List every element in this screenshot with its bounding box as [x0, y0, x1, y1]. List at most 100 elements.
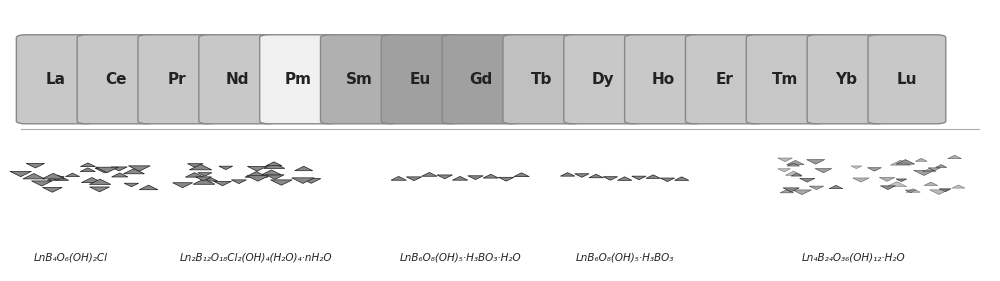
Polygon shape	[923, 168, 936, 172]
Text: La: La	[45, 72, 65, 87]
Polygon shape	[829, 185, 843, 189]
Text: Ln₄B₂₄O₃₆(OH)₁₂·H₂O: Ln₄B₂₄O₃₆(OH)₁₂·H₂O	[802, 253, 906, 263]
Text: Yb: Yb	[835, 72, 857, 87]
Text: LnB₄O₆(OH)₂Cl: LnB₄O₆(OH)₂Cl	[34, 253, 108, 263]
FancyBboxPatch shape	[564, 35, 642, 124]
Text: Pm: Pm	[285, 72, 312, 87]
Text: Gd: Gd	[469, 72, 493, 87]
Polygon shape	[266, 175, 284, 179]
Polygon shape	[219, 166, 233, 169]
Polygon shape	[785, 171, 802, 175]
Polygon shape	[247, 176, 269, 181]
FancyBboxPatch shape	[77, 35, 155, 124]
Polygon shape	[391, 176, 406, 180]
Text: LnB₆O₈(OH)₅·H₃BO₃·H₂O: LnB₆O₈(OH)₅·H₃BO₃·H₂O	[399, 253, 521, 263]
Polygon shape	[589, 174, 603, 178]
Polygon shape	[189, 164, 212, 170]
Polygon shape	[617, 177, 632, 180]
FancyBboxPatch shape	[503, 35, 581, 124]
Polygon shape	[660, 178, 675, 182]
Text: Lu: Lu	[897, 72, 917, 87]
Polygon shape	[80, 163, 95, 167]
Text: Eu: Eu	[410, 72, 431, 87]
Polygon shape	[914, 170, 934, 175]
FancyBboxPatch shape	[16, 35, 94, 124]
Polygon shape	[49, 176, 64, 180]
Polygon shape	[800, 178, 815, 182]
FancyBboxPatch shape	[625, 35, 702, 124]
Polygon shape	[245, 172, 268, 177]
Polygon shape	[905, 190, 916, 193]
Polygon shape	[26, 163, 45, 168]
Polygon shape	[264, 163, 285, 168]
Polygon shape	[575, 174, 589, 177]
Polygon shape	[452, 176, 468, 180]
Polygon shape	[514, 173, 529, 177]
Polygon shape	[266, 162, 282, 166]
Polygon shape	[783, 188, 799, 192]
Polygon shape	[815, 169, 832, 173]
Polygon shape	[185, 173, 204, 177]
Polygon shape	[90, 187, 109, 192]
Polygon shape	[915, 158, 927, 161]
Polygon shape	[139, 185, 158, 190]
Polygon shape	[271, 180, 292, 185]
Polygon shape	[787, 160, 804, 165]
Polygon shape	[302, 178, 321, 183]
Polygon shape	[10, 171, 31, 177]
Polygon shape	[890, 160, 911, 165]
FancyBboxPatch shape	[807, 35, 885, 124]
Polygon shape	[468, 176, 483, 180]
Polygon shape	[89, 179, 111, 184]
Polygon shape	[952, 185, 965, 188]
Text: Nd: Nd	[226, 72, 249, 87]
Polygon shape	[948, 155, 962, 159]
Polygon shape	[906, 189, 920, 192]
Polygon shape	[879, 177, 895, 181]
Polygon shape	[632, 176, 646, 180]
Polygon shape	[128, 166, 150, 171]
Text: Ce: Ce	[105, 72, 127, 87]
Polygon shape	[868, 168, 881, 171]
Polygon shape	[851, 166, 862, 169]
FancyBboxPatch shape	[321, 35, 398, 124]
Polygon shape	[483, 174, 499, 178]
Text: Ho: Ho	[652, 72, 675, 87]
Text: Er: Er	[715, 72, 733, 87]
FancyBboxPatch shape	[868, 35, 946, 124]
Polygon shape	[887, 182, 907, 187]
Text: Sm: Sm	[346, 72, 373, 87]
Polygon shape	[778, 158, 792, 162]
Polygon shape	[195, 177, 211, 181]
Polygon shape	[42, 173, 65, 179]
FancyBboxPatch shape	[746, 35, 824, 124]
Polygon shape	[928, 168, 940, 171]
Polygon shape	[193, 179, 215, 184]
Polygon shape	[292, 178, 314, 183]
Polygon shape	[787, 163, 800, 166]
Polygon shape	[198, 173, 212, 176]
Polygon shape	[792, 190, 812, 195]
Polygon shape	[939, 189, 951, 192]
Polygon shape	[123, 169, 144, 174]
Polygon shape	[188, 164, 203, 167]
FancyBboxPatch shape	[199, 35, 277, 124]
FancyBboxPatch shape	[138, 35, 216, 124]
Polygon shape	[646, 175, 660, 178]
Text: Tm: Tm	[772, 72, 798, 87]
Polygon shape	[853, 178, 869, 182]
Polygon shape	[81, 178, 102, 183]
Polygon shape	[295, 166, 313, 171]
FancyBboxPatch shape	[442, 35, 520, 124]
Polygon shape	[173, 183, 193, 188]
Polygon shape	[675, 177, 689, 180]
Polygon shape	[778, 169, 791, 172]
Polygon shape	[406, 177, 422, 181]
Polygon shape	[111, 167, 127, 171]
Polygon shape	[603, 177, 618, 180]
Polygon shape	[204, 178, 218, 181]
Polygon shape	[791, 173, 802, 176]
Polygon shape	[96, 167, 118, 173]
Polygon shape	[43, 187, 62, 192]
Polygon shape	[930, 190, 948, 194]
